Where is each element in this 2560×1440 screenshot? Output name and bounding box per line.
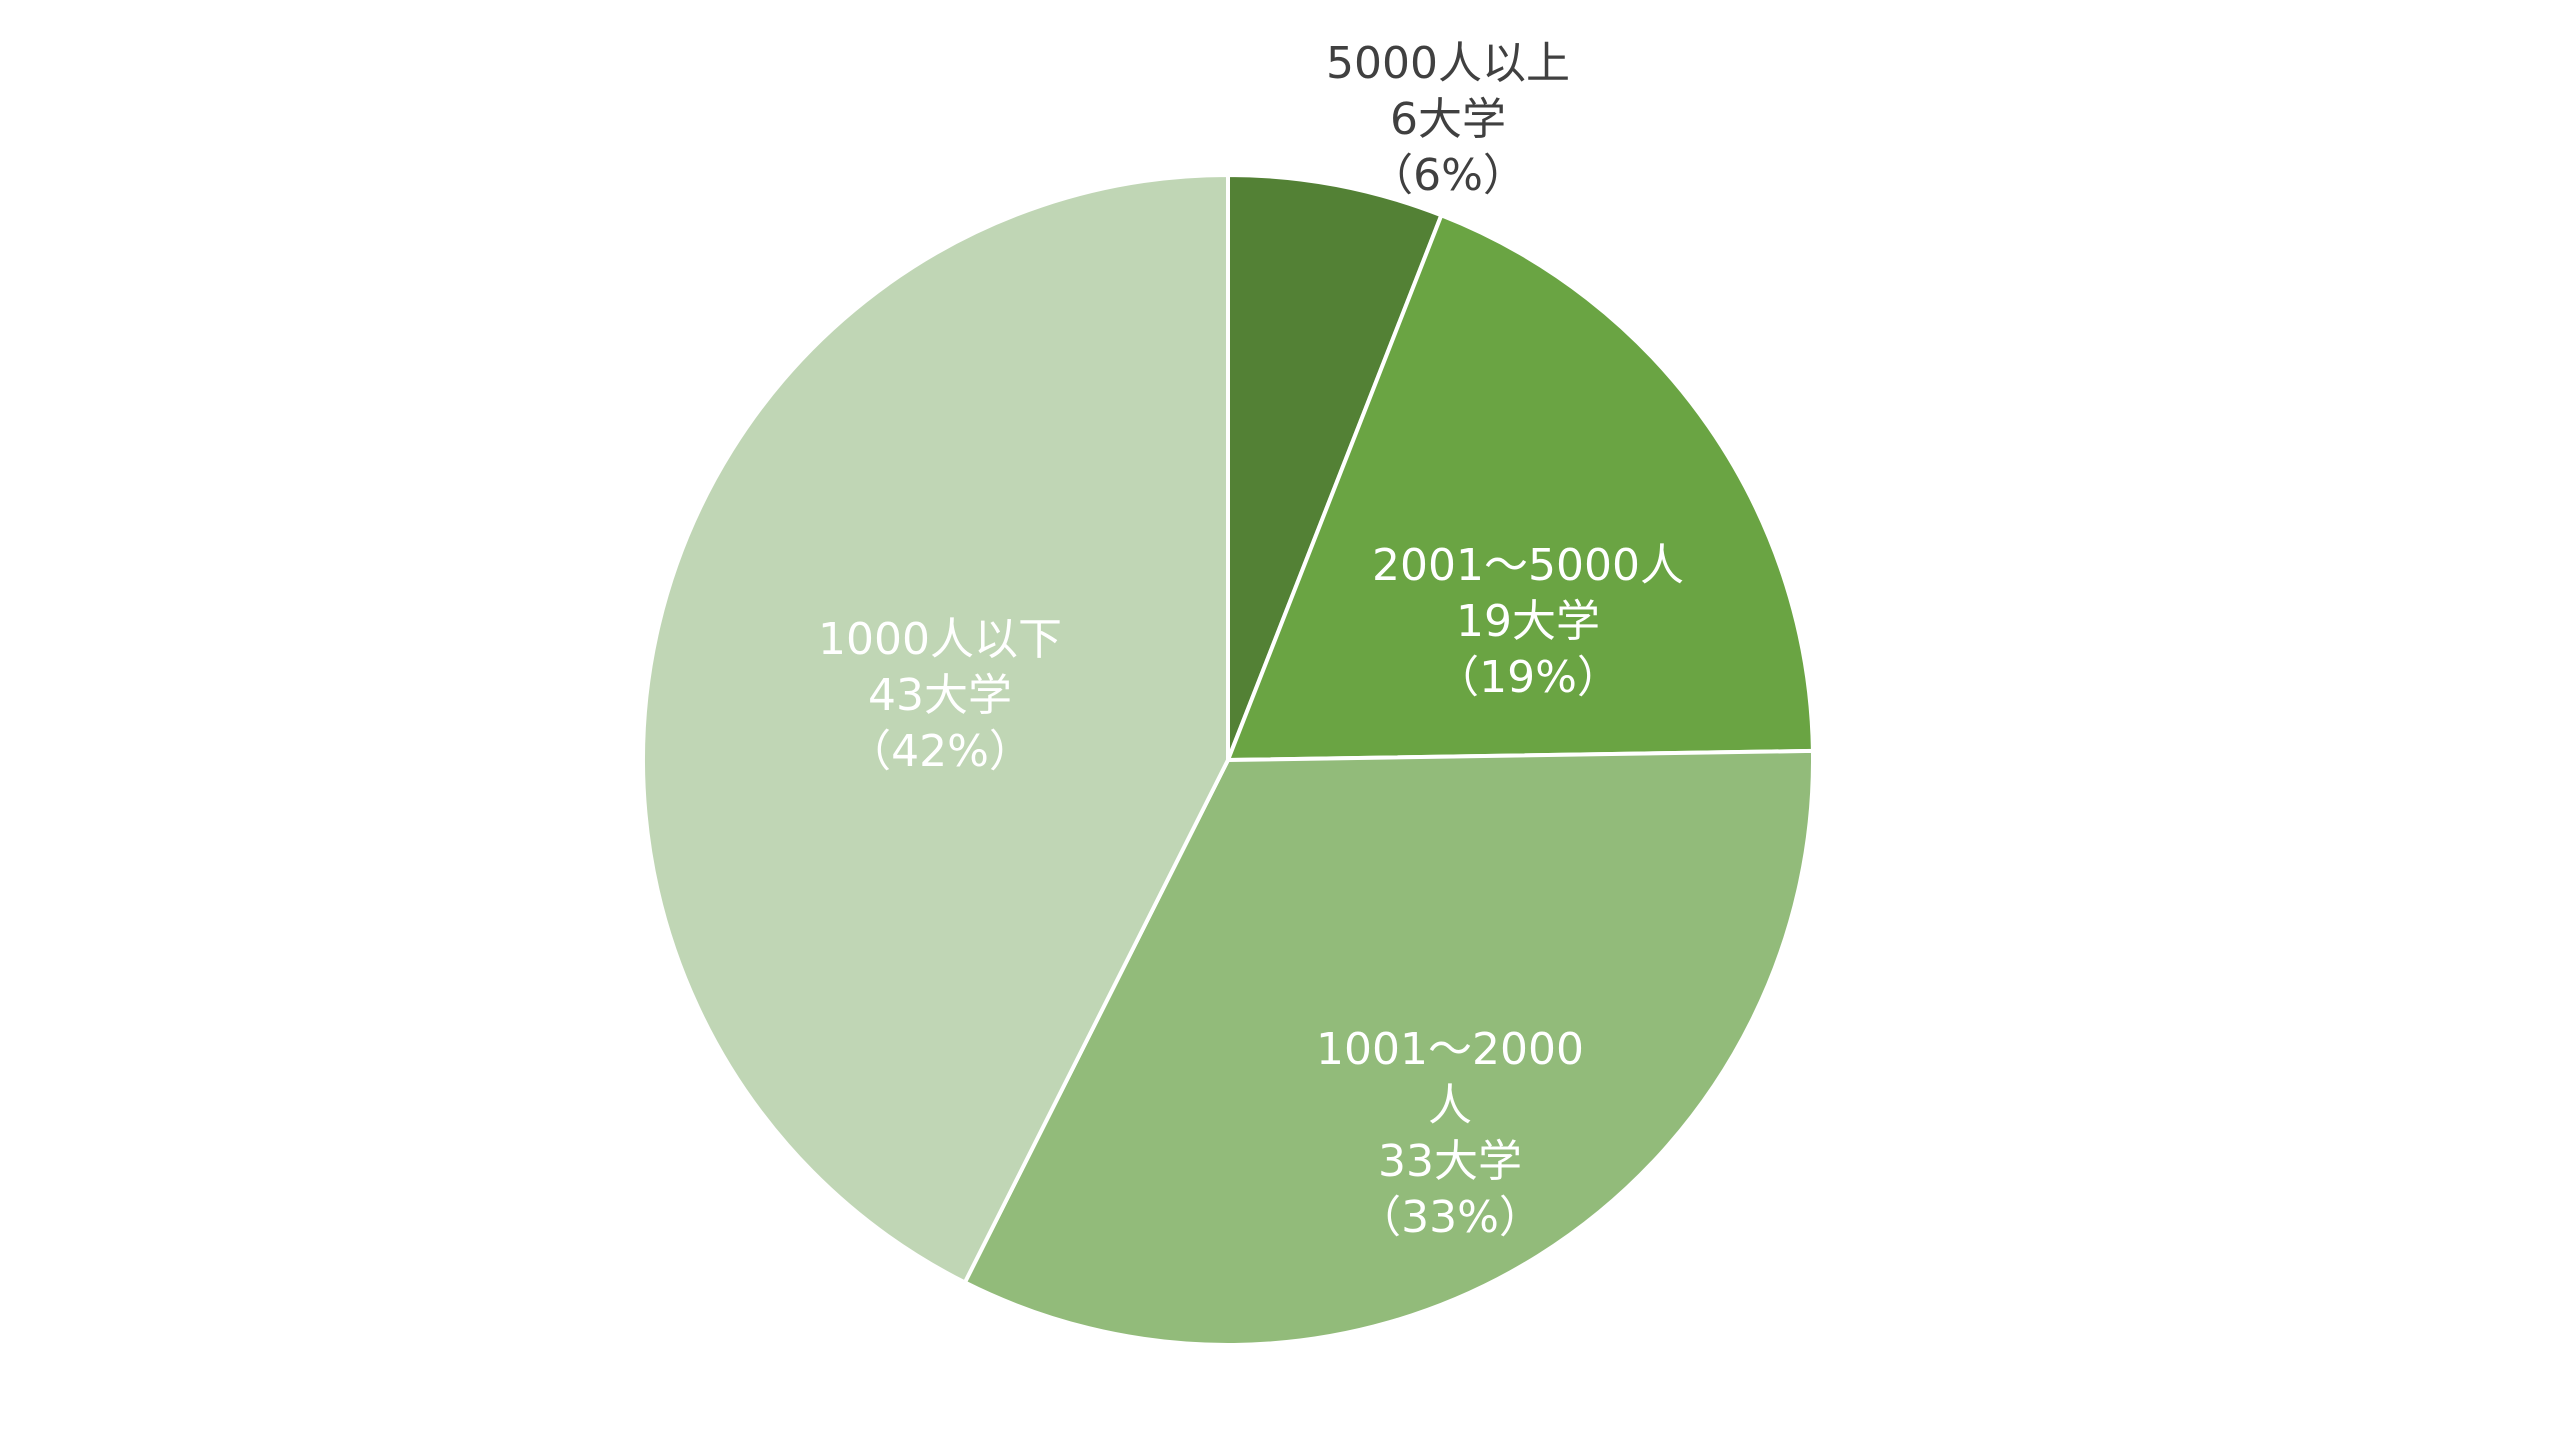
pie-slice-4-label-text: 1000人以下 [818,614,1062,665]
pie-slice-1-percent-text: （6%） [1369,150,1527,201]
pie-slice-2-count-text: 19大学 [1456,596,1600,647]
pie-slice-2 [1226,213,1815,762]
pie-slice-2-percent-text: （19%） [1435,652,1621,703]
pie-slice-1 [1226,173,1444,762]
pie-slice-3-percent-text: （33%） [1357,1192,1543,1243]
pie-slice-4-count-text: 43大学 [868,670,1012,721]
pie-slice-3-label-text: 1001～2000 [1316,1024,1584,1075]
pie-slices [641,173,1815,1347]
pie-slice-3-label-text: 人 [1428,1080,1472,1131]
pie-slice-4 [641,173,1230,1285]
pie-slice-2-label-text: 2001～5000人 [1372,540,1684,591]
pie-slice-4-percent-text: （42%） [847,726,1033,777]
pie-slice-1-count-text: 6大学 [1390,94,1506,145]
pie-slice-3 [962,748,1815,1347]
pie-slice-1-label-text: 5000人以上 [1326,38,1570,89]
pie-slice-3-count-text: 33大学 [1378,1136,1522,1187]
